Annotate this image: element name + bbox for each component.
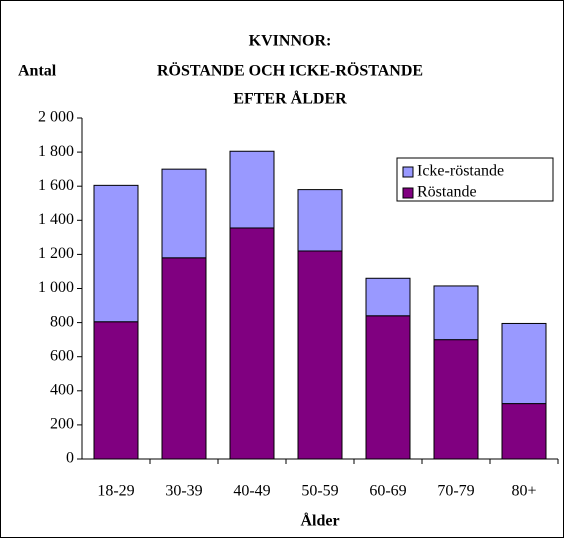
bar-segment [93, 321, 139, 460]
bar-segment [297, 189, 343, 252]
title-line: EFTER ÅLDER [233, 90, 347, 108]
x-axis-label: Ålder [300, 512, 339, 530]
bar-segment [161, 257, 207, 460]
y-tick-label: 1 600 [38, 177, 74, 194]
bar-segment [297, 250, 343, 460]
y-tick-label: 1 000 [38, 279, 74, 296]
x-tick-label: 18-29 [97, 483, 134, 500]
y-tick-label: 1 400 [38, 211, 74, 228]
legend-box [396, 157, 554, 202]
bar-segment [161, 168, 207, 259]
x-tick-label: 30-39 [165, 483, 202, 500]
y-axis-label: Antal [18, 63, 57, 80]
title-line: RÖSTANDE OCH ICKE-RÖSTANDE [157, 62, 423, 80]
legend-label: Röstande [417, 184, 477, 201]
x-tick-label: 80+ [511, 483, 536, 500]
bar-segment [229, 227, 275, 460]
y-tick-label: 800 [50, 313, 74, 330]
legend-label: Icke-röstande [417, 163, 504, 180]
bar-segment [229, 150, 275, 229]
bar-segment [501, 403, 547, 460]
x-tick-label: 70-79 [437, 483, 474, 500]
title-line: KVINNOR: [249, 33, 332, 50]
x-tick-label: 60-69 [369, 483, 406, 500]
y-tick-label: 1 800 [38, 143, 74, 160]
y-tick-label: 600 [50, 347, 74, 364]
bar-segment [93, 184, 139, 323]
legend-swatch [402, 187, 414, 199]
legend-swatch [402, 166, 414, 178]
y-tick-label: 0 [66, 450, 74, 467]
x-tick-label: 50-59 [301, 483, 338, 500]
bar-segment [365, 277, 411, 317]
bar-segment [501, 322, 547, 405]
x-tick-label: 40-49 [233, 483, 270, 500]
bar-segment [433, 285, 479, 341]
y-tick-label: 1 200 [38, 245, 74, 262]
bar-segment [433, 339, 479, 460]
bar-segment [365, 315, 411, 460]
y-tick-label: 400 [50, 381, 74, 398]
y-tick-label: 200 [50, 416, 74, 433]
y-tick-label: 2 000 [38, 109, 74, 126]
